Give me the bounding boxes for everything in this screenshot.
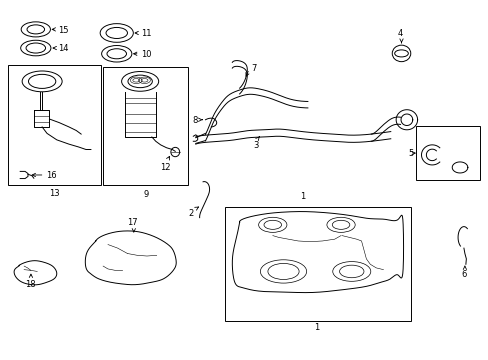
Text: 12: 12 bbox=[160, 163, 170, 172]
Text: 11: 11 bbox=[141, 29, 151, 38]
Bar bbox=[415, 126, 479, 180]
Bar bbox=[8, 65, 101, 185]
Text: 16: 16 bbox=[46, 171, 57, 180]
Text: 17: 17 bbox=[127, 217, 138, 226]
Text: 13: 13 bbox=[49, 189, 60, 198]
Text: 14: 14 bbox=[58, 44, 69, 53]
Text: 9: 9 bbox=[143, 190, 148, 199]
Text: 7: 7 bbox=[250, 64, 256, 73]
Bar bbox=[224, 207, 410, 320]
Text: 15: 15 bbox=[58, 26, 69, 35]
Text: 3: 3 bbox=[253, 140, 258, 149]
Text: 5: 5 bbox=[407, 149, 413, 158]
Text: 10: 10 bbox=[141, 50, 151, 59]
Text: 18: 18 bbox=[24, 280, 35, 289]
Text: 8: 8 bbox=[192, 116, 197, 125]
Text: 2: 2 bbox=[188, 210, 193, 219]
Text: 4: 4 bbox=[397, 30, 402, 39]
Text: 1: 1 bbox=[313, 323, 319, 332]
Text: 1: 1 bbox=[300, 192, 305, 201]
Text: 6: 6 bbox=[460, 270, 466, 279]
Bar bbox=[103, 67, 188, 185]
